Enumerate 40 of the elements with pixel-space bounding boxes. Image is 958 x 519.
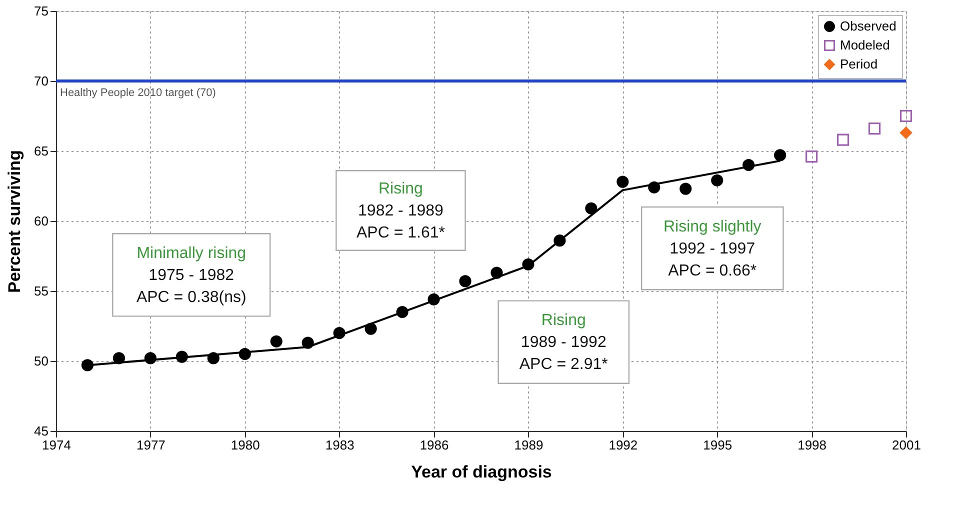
x-tick-label: 1974	[42, 438, 71, 452]
x-tick-label: 1989	[514, 438, 544, 452]
annotation: Rising 1982 - 1989 APC = 1.61*	[356, 180, 445, 242]
annotation: Minimally rising 1975 - 1982 APC = 0.38(ns)	[136, 244, 246, 306]
point	[616, 176, 629, 188]
y-tick-label: 45	[34, 424, 48, 438]
x-tick-label: 2001	[892, 438, 921, 452]
annotation: Rising slightly 1992 - 1997 APC = 0.66*	[663, 218, 762, 280]
y-tick-label: 55	[34, 284, 48, 298]
x-tick-label: 1986	[420, 438, 449, 452]
legend-label: Period	[840, 56, 878, 72]
x-tick-label: 1977	[136, 438, 166, 452]
point	[868, 122, 881, 135]
point	[270, 335, 282, 348]
legend-label: Modeled	[840, 38, 890, 52]
point	[900, 110, 912, 122]
y-tick-label: 50	[34, 354, 48, 368]
x-tick-label: 1998	[798, 438, 827, 452]
point	[585, 202, 598, 214]
point	[459, 275, 472, 288]
point	[774, 149, 786, 162]
annotation: Rising 1989 - 1992 APC = 2.91*	[519, 312, 608, 374]
point	[900, 126, 912, 139]
point	[680, 182, 692, 195]
legend-label: Observed	[840, 18, 896, 34]
x-tick-label: 1980	[230, 438, 260, 452]
point	[836, 134, 850, 146]
x-tick-label: 1992	[608, 438, 638, 452]
x-axis-title: Year of diagnosis	[411, 462, 552, 482]
y-axis-title: Percent surviving	[5, 150, 24, 293]
point	[711, 174, 724, 186]
y-tick-label: 60	[34, 214, 48, 228]
y-tick-label: 65	[34, 144, 48, 158]
point	[806, 150, 818, 163]
y-tick-label: 70	[34, 74, 48, 88]
x-tick-label: 1983	[325, 438, 354, 452]
x-tick-label: 1995	[703, 438, 732, 452]
ref-line-label: Healthy People 2010 target (70)	[60, 87, 216, 99]
y-tick-label: 75	[34, 4, 48, 18]
point	[81, 359, 94, 372]
